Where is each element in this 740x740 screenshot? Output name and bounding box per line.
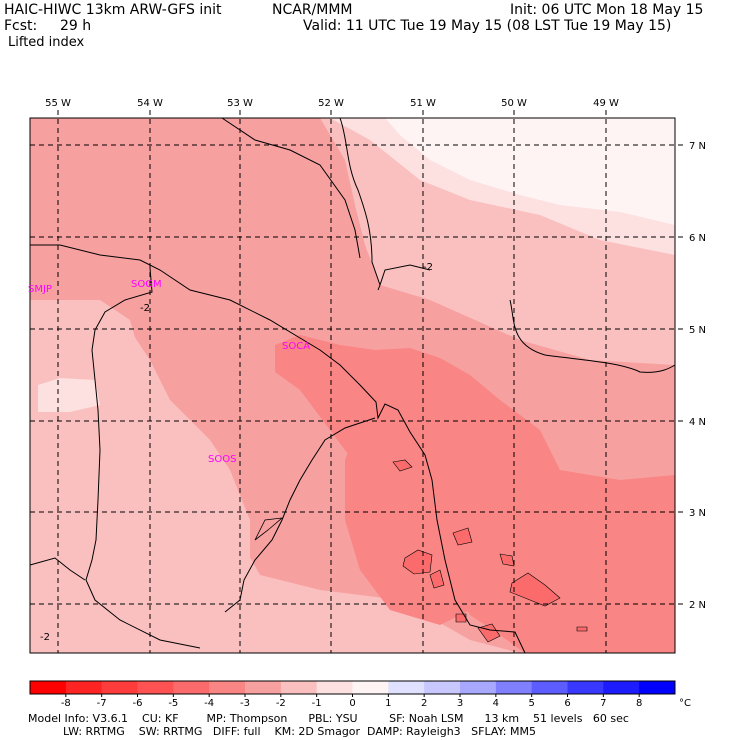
- colorbar-swatch: [603, 681, 640, 694]
- colorbar-swatch: [316, 681, 353, 694]
- lat-label-5n: 5 N: [689, 325, 706, 336]
- init-time: Init: 06 UTC Mon 18 May 15: [510, 2, 704, 18]
- colorbar-unit: °C: [679, 698, 691, 709]
- colorbar-swatch: [30, 681, 67, 694]
- lon-label-55w: 55 W: [45, 98, 71, 109]
- colorbar-tick-label: 7: [600, 698, 606, 709]
- cell-7: [392, 459, 413, 472]
- colorbar-swatch: [639, 681, 676, 694]
- colorbar-tick-label: 8: [636, 698, 642, 709]
- colorbar-swatch: [352, 681, 389, 694]
- border-detail: [254, 517, 284, 541]
- colorbar-swatch: [137, 681, 174, 694]
- cell-9: [576, 626, 588, 632]
- valid-time: Valid: 11 UTC Tue 19 May 15 (08 LST Tue …: [303, 18, 672, 34]
- forecast-label: Fcst:: [4, 18, 38, 34]
- colorbar-tick-label: -6: [133, 698, 143, 709]
- cell-2: [429, 569, 445, 589]
- region-interior-light: [38, 378, 100, 412]
- coastline: [30, 244, 526, 654]
- colorbar-tick-label: -3: [240, 698, 250, 709]
- colorbar-swatch: [173, 681, 210, 694]
- contour-line-2: [509, 299, 676, 373]
- colorbar-swatch: [388, 681, 425, 694]
- lon-label-50w: 50 W: [501, 98, 527, 109]
- org-label: NCAR/MMM: [272, 2, 353, 18]
- colorbar-tick-label: 0: [349, 698, 355, 709]
- colorbar-swatch: [65, 681, 103, 694]
- border-guyana-suriname: [85, 267, 201, 649]
- colorbar-tick-label: 4: [493, 698, 499, 709]
- region-dark-pink-coast: [345, 405, 470, 625]
- lat-label-3n: 3 N: [689, 508, 706, 519]
- lon-label-53w: 53 W: [227, 98, 253, 109]
- station-soos: SOOS: [208, 454, 236, 465]
- gridlines: [30, 110, 683, 653]
- colorbar-tick-label: -1: [312, 698, 322, 709]
- lon-label-49w: 49 W: [593, 98, 619, 109]
- model-title: HAIC-HIWC 13km ARW-GFS init: [4, 2, 222, 18]
- colorbar-tick-label: 5: [528, 698, 534, 709]
- colorbar-swatch: [424, 681, 461, 694]
- colorbar-tick-label: -8: [61, 698, 71, 709]
- colorbar-swatch: [531, 681, 568, 694]
- lat-label-2n: 2 N: [689, 600, 706, 611]
- colorbar-tick-label: 1: [385, 698, 391, 709]
- colorbar-swatch: [567, 681, 604, 694]
- station-sogm: SOGM: [131, 279, 162, 290]
- forecast-hours: 29 h: [60, 18, 92, 34]
- lon-label-54w: 54 W: [137, 98, 163, 109]
- cell-1: [402, 549, 433, 575]
- colorbar-swatch: [495, 681, 533, 694]
- colorbar-tick-label: -5: [168, 698, 178, 709]
- cell-6: [499, 553, 515, 567]
- colorbar-tick-label: 2: [421, 698, 427, 709]
- lon-label-51w: 51 W: [410, 98, 436, 109]
- colorbar-tick-label: 6: [564, 698, 570, 709]
- field-name: Lifted index: [8, 35, 85, 50]
- lat-label-4n: 4 N: [689, 417, 706, 428]
- contour-label-1: -2: [140, 303, 150, 314]
- contour-line-1: [339, 117, 431, 291]
- footer-physics-info: LW: RRTMG SW: RRTMG DIFF: full KM: 2D Sm…: [28, 725, 536, 738]
- colorbar: -8 -7 -6 -5 -4 -3 -2 -1 0 1 2 3 4 5 6 7 8 °C: [29, 680, 691, 709]
- colorbar-swatch: [209, 681, 246, 694]
- cell-8: [455, 613, 467, 623]
- coastline-north: [221, 117, 361, 259]
- colorbar-swatch: [245, 681, 282, 694]
- lon-label-52w: 52 W: [318, 98, 344, 109]
- contour-label-3: -2: [40, 632, 50, 643]
- map-frame: [29, 117, 676, 654]
- colorbar-tick-label: -4: [204, 698, 214, 709]
- colorbar-tick-label: -7: [97, 698, 107, 709]
- border-southwest: [29, 557, 86, 581]
- footer-model-info: Model Info: V3.6.1 CU: KF MP: Thompson P…: [28, 712, 629, 725]
- station-soca: SOCA: [282, 341, 310, 352]
- colorbar-swatch: [460, 681, 497, 694]
- colorbar-swatch: [280, 681, 318, 694]
- colorbar-swatch: [101, 681, 138, 694]
- colorbar-tick-label: -2: [276, 698, 286, 709]
- lat-label-6n: 6 N: [689, 233, 706, 244]
- lat-label-7n: 7 N: [689, 141, 706, 152]
- colorbar-tick-label: 3: [457, 698, 463, 709]
- contour-label-2: -2: [423, 262, 433, 273]
- cell-5: [452, 527, 473, 546]
- cell-3: [509, 572, 561, 607]
- station-smjp: SMJP: [28, 284, 52, 295]
- border-suriname-guiana: [224, 417, 376, 613]
